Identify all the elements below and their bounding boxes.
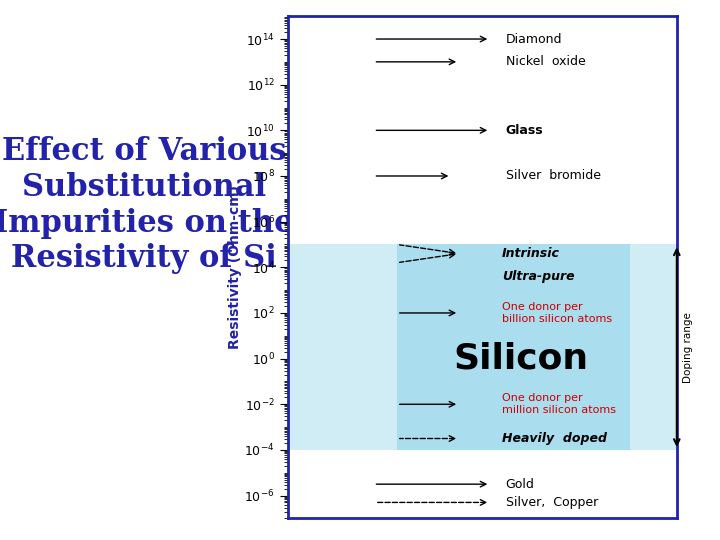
Text: Doping range: Doping range	[683, 312, 693, 383]
Text: Effect of Various
Substitutional
Impurities on the
Resistivity of Si: Effect of Various Substitutional Impurit…	[0, 136, 294, 274]
Text: Silicon: Silicon	[454, 342, 589, 376]
Text: One donor per
billion silicon atoms: One donor per billion silicon atoms	[502, 302, 612, 324]
Text: Diamond: Diamond	[505, 32, 562, 45]
Text: Gold: Gold	[505, 478, 535, 491]
Text: Nickel  oxide: Nickel oxide	[505, 56, 585, 69]
Y-axis label: Resistivity (Ohm-cm): Resistivity (Ohm-cm)	[228, 185, 242, 349]
Text: Ultra-pure: Ultra-pure	[502, 270, 575, 283]
Bar	[397, 245, 630, 450]
Text: Silver  bromide: Silver bromide	[505, 170, 600, 183]
Text: Intrinsic: Intrinsic	[502, 247, 559, 260]
Text: Glass: Glass	[505, 124, 544, 137]
Bar	[288, 245, 677, 450]
Text: Heavily  doped: Heavily doped	[502, 432, 607, 445]
Text: Silver,  Copper: Silver, Copper	[505, 496, 598, 509]
Text: One donor per
million silicon atoms: One donor per million silicon atoms	[502, 393, 616, 415]
